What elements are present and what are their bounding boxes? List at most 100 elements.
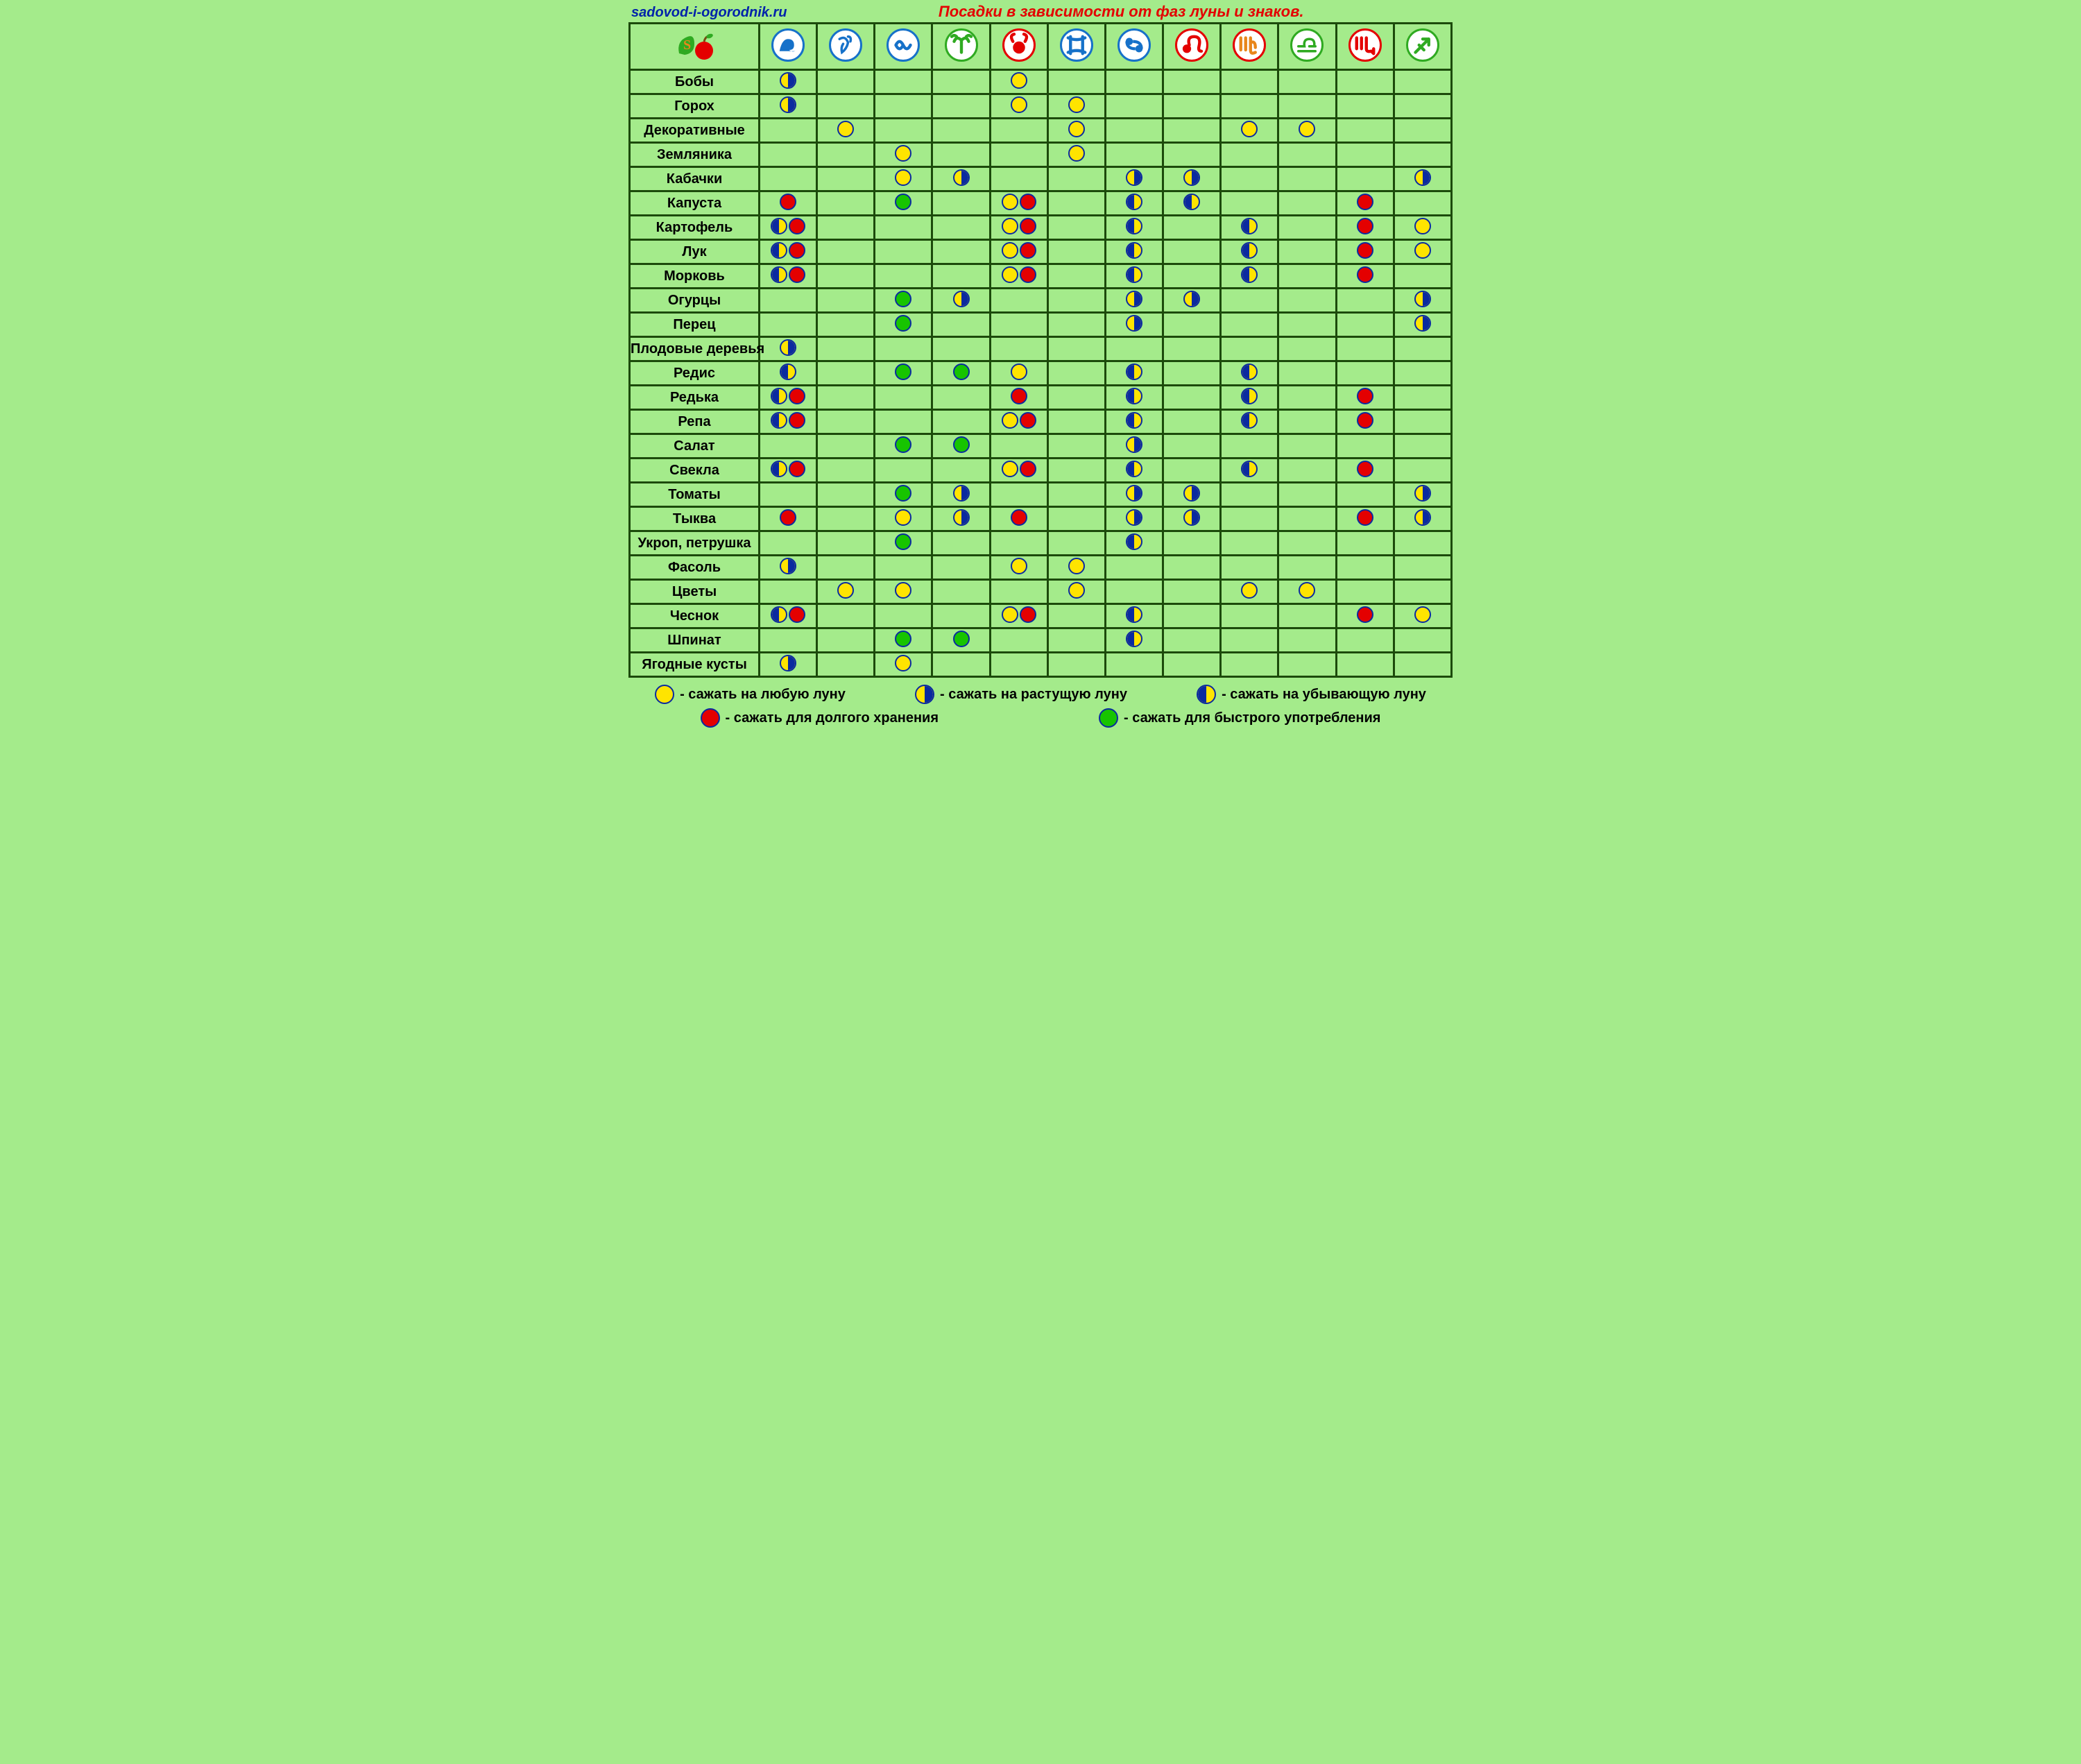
cell-icons: [780, 558, 796, 574]
data-cell: [1047, 143, 1105, 167]
data-cell: [1105, 240, 1163, 264]
table-row: Лук: [630, 240, 1452, 264]
cell-icons: [953, 291, 970, 307]
moon-any-icon: [1068, 582, 1085, 599]
cell-icons: [1183, 509, 1200, 526]
zodiac-header-pisces: [875, 24, 932, 70]
moon-any-icon: [1241, 582, 1258, 599]
moon-waxing-icon: [1414, 291, 1431, 307]
moon-green-icon: [895, 436, 911, 453]
data-cell: [1105, 580, 1163, 604]
data-cell: [1105, 361, 1163, 386]
data-cell: [990, 604, 1047, 628]
data-cell: [1105, 143, 1163, 167]
moon-red-icon: [1357, 242, 1373, 259]
data-cell: [760, 580, 817, 604]
data-cell: [932, 289, 990, 313]
data-cell: [1278, 410, 1336, 434]
moon-red-icon: [1357, 412, 1373, 429]
moon-any-icon: [655, 685, 674, 704]
moon-any-icon: [1299, 582, 1315, 599]
cell-icons: [953, 485, 970, 502]
data-cell: [990, 434, 1047, 459]
row-label: Горох: [630, 94, 760, 119]
data-cell: [1163, 264, 1221, 289]
data-cell: [760, 216, 817, 240]
data-cell: [1336, 604, 1394, 628]
data-cell: [1394, 119, 1451, 143]
cell-icons: [1126, 606, 1142, 623]
data-cell: [1105, 628, 1163, 653]
data-cell: [932, 361, 990, 386]
data-cell: [1394, 459, 1451, 483]
moon-waning-icon: [771, 218, 787, 234]
row-label: Морковь: [630, 264, 760, 289]
cell-icons: [895, 363, 911, 380]
data-cell: [1394, 580, 1451, 604]
moon-waxing-icon: [953, 485, 970, 502]
moon-red-icon: [789, 606, 805, 623]
cell-icons: [1068, 558, 1085, 574]
data-cell: [990, 531, 1047, 556]
data-cell: [1278, 507, 1336, 531]
cell-icons: [1068, 96, 1085, 113]
data-cell: [1105, 410, 1163, 434]
data-cell: [990, 628, 1047, 653]
row-label: Цветы: [630, 580, 760, 604]
data-cell: [875, 628, 932, 653]
cell-icons: [780, 363, 796, 380]
data-cell: [1163, 337, 1221, 361]
data-cell: [1394, 337, 1451, 361]
data-cell: [760, 240, 817, 264]
data-cell: [875, 604, 932, 628]
data-cell: [1336, 556, 1394, 580]
cell-icons: [895, 169, 911, 186]
data-cell: [817, 653, 875, 677]
data-cell: [875, 580, 932, 604]
data-cell: [817, 337, 875, 361]
site-link[interactable]: sadovod-i-ogorodnik.ru: [628, 3, 789, 22]
data-cell: [1278, 264, 1336, 289]
moon-any-icon: [1011, 558, 1027, 574]
data-cell: [1336, 386, 1394, 410]
cell-icons: [771, 388, 805, 404]
data-cell: [1221, 216, 1278, 240]
cell-icons: [1241, 388, 1258, 404]
data-cell: [875, 70, 932, 94]
data-cell: [1047, 628, 1105, 653]
data-cell: [932, 604, 990, 628]
zodiac-header-sagittarius: [1394, 24, 1451, 70]
cell-icons: [837, 582, 854, 599]
moon-waxing-icon: [1126, 315, 1142, 332]
cell-icons: [1241, 242, 1258, 259]
moon-any-icon: [1068, 145, 1085, 162]
data-cell: [990, 386, 1047, 410]
moon-waxing-icon: [780, 72, 796, 89]
data-cell: [1047, 531, 1105, 556]
data-cell: [1047, 313, 1105, 337]
row-label: Салат: [630, 434, 760, 459]
moon-red-icon: [1011, 388, 1027, 404]
cell-icons: [1241, 461, 1258, 477]
data-cell: [990, 119, 1047, 143]
cell-icons: [895, 631, 911, 647]
data-cell: [932, 143, 990, 167]
table-row: Морковь: [630, 264, 1452, 289]
moon-red-icon: [789, 412, 805, 429]
moon-green-icon: [953, 363, 970, 380]
moon-any-icon: [895, 655, 911, 671]
data-cell: [875, 167, 932, 191]
cell-icons: [1241, 582, 1258, 599]
data-cell: [817, 167, 875, 191]
legend-label: - сажать для быстрого употребления: [1124, 710, 1380, 726]
data-cell: [932, 94, 990, 119]
legend-row: - сажать на любую луну- сажать на растущ…: [628, 685, 1453, 704]
row-label: Редька: [630, 386, 760, 410]
row-label: Чеснок: [630, 604, 760, 628]
scorpio-icon: [1348, 28, 1382, 62]
data-cell: [875, 434, 932, 459]
data-cell: [990, 167, 1047, 191]
data-cell: [1105, 507, 1163, 531]
data-cell: [1336, 653, 1394, 677]
data-cell: [817, 531, 875, 556]
